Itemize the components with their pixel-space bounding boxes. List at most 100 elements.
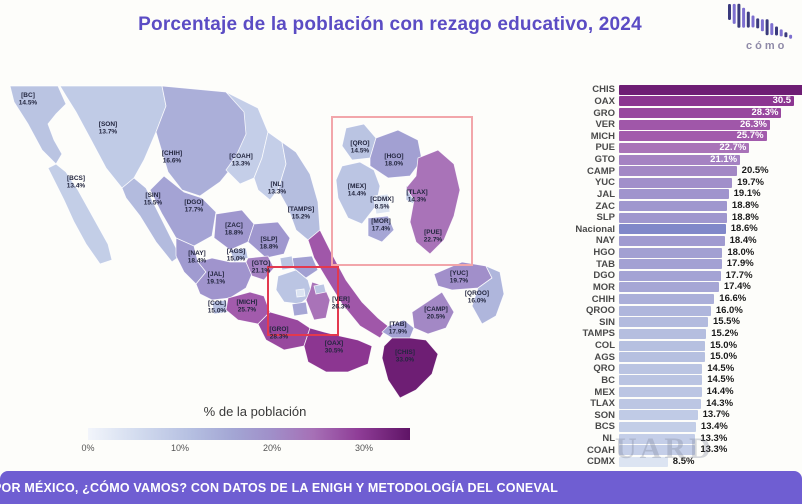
map-label-HGO: [HGO] [384, 153, 403, 160]
map-value-NL: 13.3% [268, 189, 287, 196]
bar-row-SON: SON 13.7% [553, 410, 802, 422]
bar-value: 17.4% [723, 281, 751, 293]
bar-state-label: JAL [597, 188, 615, 200]
map-label-QRO: [QRO] [350, 140, 369, 147]
bar-track: 14.5% [619, 374, 802, 386]
footer-text: POR MÉXICO, ¿CÓMO VAMOS? CON DATOS DE LA… [0, 480, 559, 495]
bar-row-CHIS: CHIS [553, 84, 802, 96]
bar-value: 17.9% [726, 258, 754, 270]
map-label-CHIS: [CHIS] [395, 349, 415, 356]
bar-state-label: VER [595, 119, 615, 131]
bar-state-label: BCS [594, 421, 615, 433]
state-central-CDMX [295, 288, 306, 298]
bar [619, 166, 737, 177]
bar-track [619, 84, 802, 95]
map-label-NAY: [NAY] [188, 250, 205, 257]
map-label-JAL: [JAL] [208, 271, 225, 278]
map-label-MOR: [MOR] [371, 218, 391, 225]
bar-row-SIN: SIN 15.5% [553, 317, 802, 329]
state-DGO [149, 175, 217, 247]
bar [619, 235, 725, 246]
map-label-MICH: [MICH] [237, 299, 258, 306]
bar [619, 317, 708, 328]
bar: 30.5 [619, 95, 795, 107]
map-value-BCS: 13.4% [67, 183, 86, 190]
map-value-QROO: 16.0% [468, 298, 487, 305]
bar-row-TAB: TAB 17.9% [553, 258, 802, 270]
bar-value: 13.7% [702, 409, 730, 421]
bar-track: 25.7% [619, 131, 802, 142]
bar-track: 14.5% [619, 363, 802, 374]
bar-row-MEX: MEX 14.4% [553, 386, 802, 398]
map-value-YUC: 19.7% [450, 278, 469, 285]
map-value-SON: 13.7% [99, 129, 118, 136]
map-value-DGO: 17.7% [185, 207, 204, 214]
bar-value: 18.4% [729, 234, 757, 246]
bar-row-CHIH: CHIH 16.6% [553, 293, 802, 305]
bar [619, 445, 696, 456]
bar-row-CDMX: CDMX 8.5% [553, 456, 802, 468]
map-label-AGS: [AGS] [227, 248, 245, 255]
bar: 22.7% [619, 142, 750, 153]
bar-value: 13.4% [700, 420, 728, 432]
map-value-CHIH: 16.6% [163, 158, 182, 165]
map-label-BC: [BC] [21, 92, 35, 99]
bar [619, 328, 707, 339]
inset-state-PUE [405, 149, 461, 255]
bar-row-TAMPS: TAMPS 15.2% [553, 328, 802, 340]
map-value-COAH: 13.3% [232, 161, 251, 168]
bar [619, 433, 696, 444]
state-QROO [471, 265, 505, 325]
bar-value: 14.5% [707, 374, 735, 386]
map-value-SIN: 15.5% [144, 200, 163, 207]
inset-state-CDMX [373, 193, 391, 215]
bar-track: 19.7% [619, 177, 802, 188]
bar-row-MICH: MICH 25.7% [553, 131, 802, 143]
bar [619, 294, 715, 305]
map-value-OAX: 30.5% [325, 348, 344, 355]
bar [619, 84, 802, 95]
map-label-GTO: [GTO] [252, 260, 270, 267]
color-scale-legend: % de la población 0% 10% 20% 30% [60, 404, 430, 453]
map-label-QROO: [QROO] [465, 290, 489, 297]
bar-track: 13.4% [619, 420, 802, 432]
map-value-SLP: 18.8% [260, 244, 279, 251]
bar-row-JAL: JAL 19.1% [553, 189, 802, 201]
legend-ticks: 0% 10% 20% 30% [81, 443, 410, 455]
bar-state-label: TAB [596, 258, 615, 270]
bar-value: 14.3% [706, 397, 734, 409]
state-bar-chart: CHIS OAX 30.5 GRO 28.3% VER 26.3% MICH 25.7% PUE 2… [553, 84, 802, 468]
bar-row-NAY: NAY 18.4% [553, 235, 802, 247]
bar-value: 18.8% [731, 200, 759, 212]
bar-value: 30.5 [772, 95, 792, 107]
bar-track: 14.4% [619, 387, 802, 398]
map-label-ZAC: [ZAC] [225, 222, 243, 229]
map-value-MOR: 17.4% [372, 226, 391, 233]
bar-row-ZAC: ZAC 18.8% [553, 200, 802, 212]
bar-state-label: SLP [596, 212, 615, 224]
state-SLP [247, 221, 291, 259]
bar-state-label: CHIS [592, 84, 615, 96]
map-value-VER: 26.3% [332, 304, 351, 311]
map-label-TAB: [TAB] [389, 321, 406, 328]
bar [619, 363, 703, 374]
bar [619, 305, 711, 316]
map-label-OAX: [OAX] [325, 340, 343, 347]
inset-state-MEX [335, 161, 381, 225]
bar-state-label: HGO [593, 247, 615, 259]
bar [619, 177, 733, 188]
bar [619, 212, 727, 223]
map-value-MEX: 14.4% [348, 191, 367, 198]
map-value-CDMX: 8.5% [375, 204, 390, 211]
footer-banner: POR MÉXICO, ¿CÓMO VAMOS? CON DATOS DE LA… [0, 471, 802, 504]
bar-state-label: QROO [585, 305, 615, 317]
bar-row-GRO: GRO 28.3% [553, 107, 802, 119]
bar-state-label: CDMX [587, 456, 615, 468]
bar-value: 15.2% [711, 327, 739, 339]
map-value-GRO: 28.3% [270, 334, 289, 341]
bar-track: 13.7% [619, 409, 802, 421]
bar-state-label: NAY [595, 235, 615, 247]
map-label-SLP: [SLP] [261, 236, 278, 243]
bar-track: 17.9% [619, 258, 802, 270]
